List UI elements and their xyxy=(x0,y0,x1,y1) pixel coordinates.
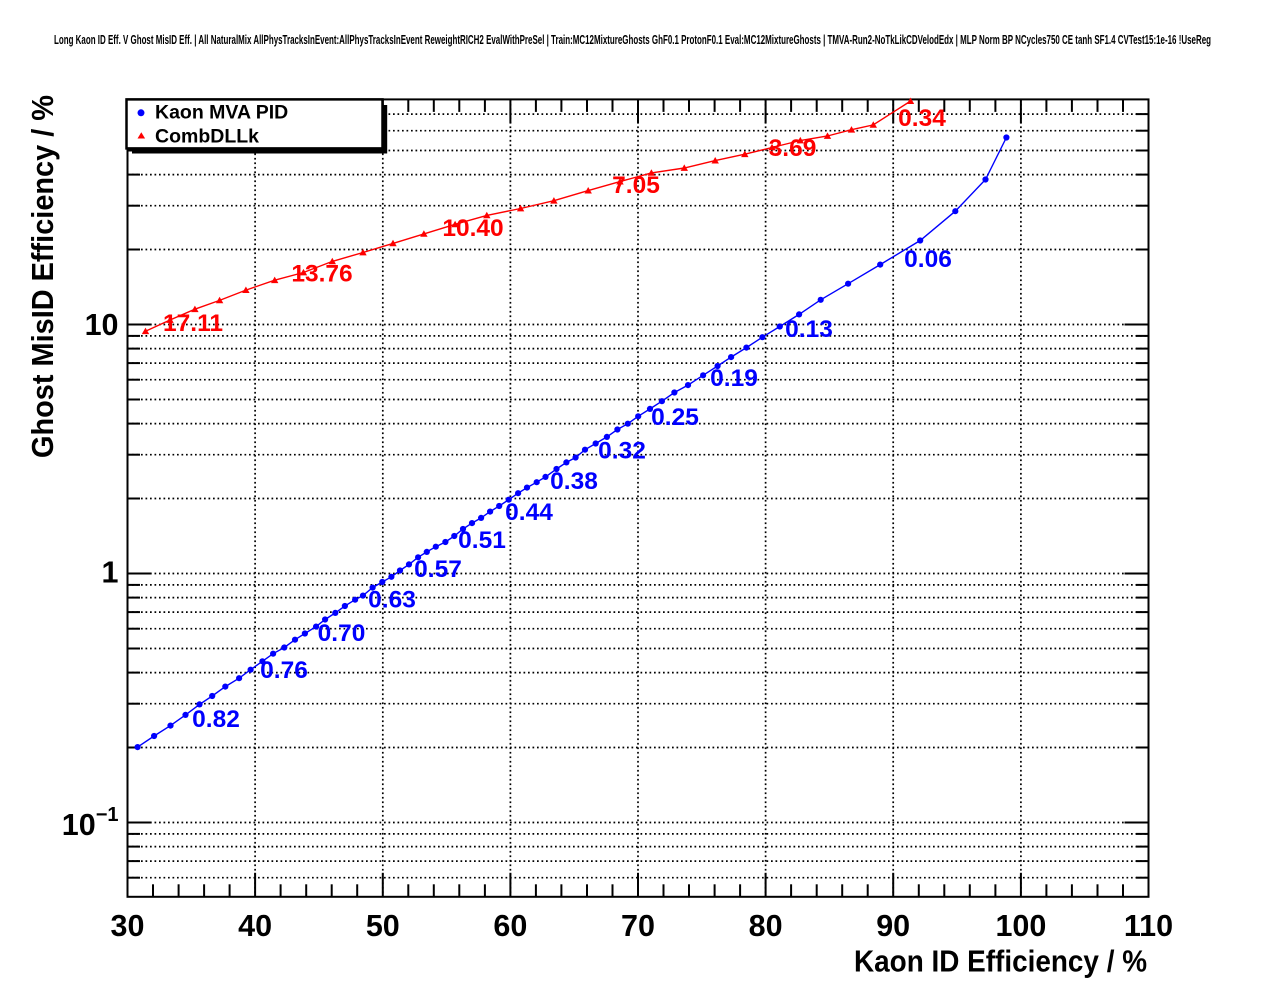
svg-text:Kaon MVA PID: Kaon MVA PID xyxy=(155,101,288,123)
svg-text:10.40: 10.40 xyxy=(442,215,503,242)
svg-text:80: 80 xyxy=(749,909,783,943)
svg-text:100: 100 xyxy=(995,909,1046,943)
svg-text:70: 70 xyxy=(621,909,655,943)
svg-text:30: 30 xyxy=(111,909,145,943)
svg-text:7.05: 7.05 xyxy=(612,172,660,199)
svg-text:Ghost MisID Efficiency / %: Ghost MisID Efficiency / % xyxy=(26,95,60,458)
svg-text:10: 10 xyxy=(85,308,119,342)
svg-text:0.38: 0.38 xyxy=(550,468,598,495)
svg-text:CombDLLk: CombDLLk xyxy=(155,126,259,148)
svg-text:0.13: 0.13 xyxy=(785,316,833,343)
svg-text:110: 110 xyxy=(1124,909,1173,943)
svg-text:0.34: 0.34 xyxy=(898,105,946,132)
svg-text:0.82: 0.82 xyxy=(192,706,240,733)
svg-text:0.57: 0.57 xyxy=(414,556,462,583)
svg-text:17.11: 17.11 xyxy=(163,310,223,337)
svg-text:90: 90 xyxy=(876,909,910,943)
svg-text:50: 50 xyxy=(366,909,400,943)
svg-text:0.25: 0.25 xyxy=(651,404,699,431)
svg-text:Kaon ID Efficiency / %: Kaon ID Efficiency / % xyxy=(854,945,1147,979)
svg-text:0.63: 0.63 xyxy=(368,586,416,613)
svg-text:13.76: 13.76 xyxy=(291,260,352,287)
svg-text:0.51: 0.51 xyxy=(458,527,506,554)
svg-text:0.44: 0.44 xyxy=(505,499,553,526)
svg-text:3.69: 3.69 xyxy=(769,135,817,162)
svg-text:40: 40 xyxy=(238,909,272,943)
svg-text:60: 60 xyxy=(493,909,527,943)
svg-text:0.32: 0.32 xyxy=(598,437,646,464)
svg-text:0.76: 0.76 xyxy=(260,657,308,684)
svg-text:0.06: 0.06 xyxy=(904,246,952,273)
svg-text:1: 1 xyxy=(102,556,119,590)
svg-text:0.19: 0.19 xyxy=(710,365,758,392)
svg-text:0.70: 0.70 xyxy=(318,620,366,647)
svg-text:Long Kaon ID Eff. V Ghost MisI: Long Kaon ID Eff. V Ghost MisID Eff. | A… xyxy=(54,33,1211,47)
